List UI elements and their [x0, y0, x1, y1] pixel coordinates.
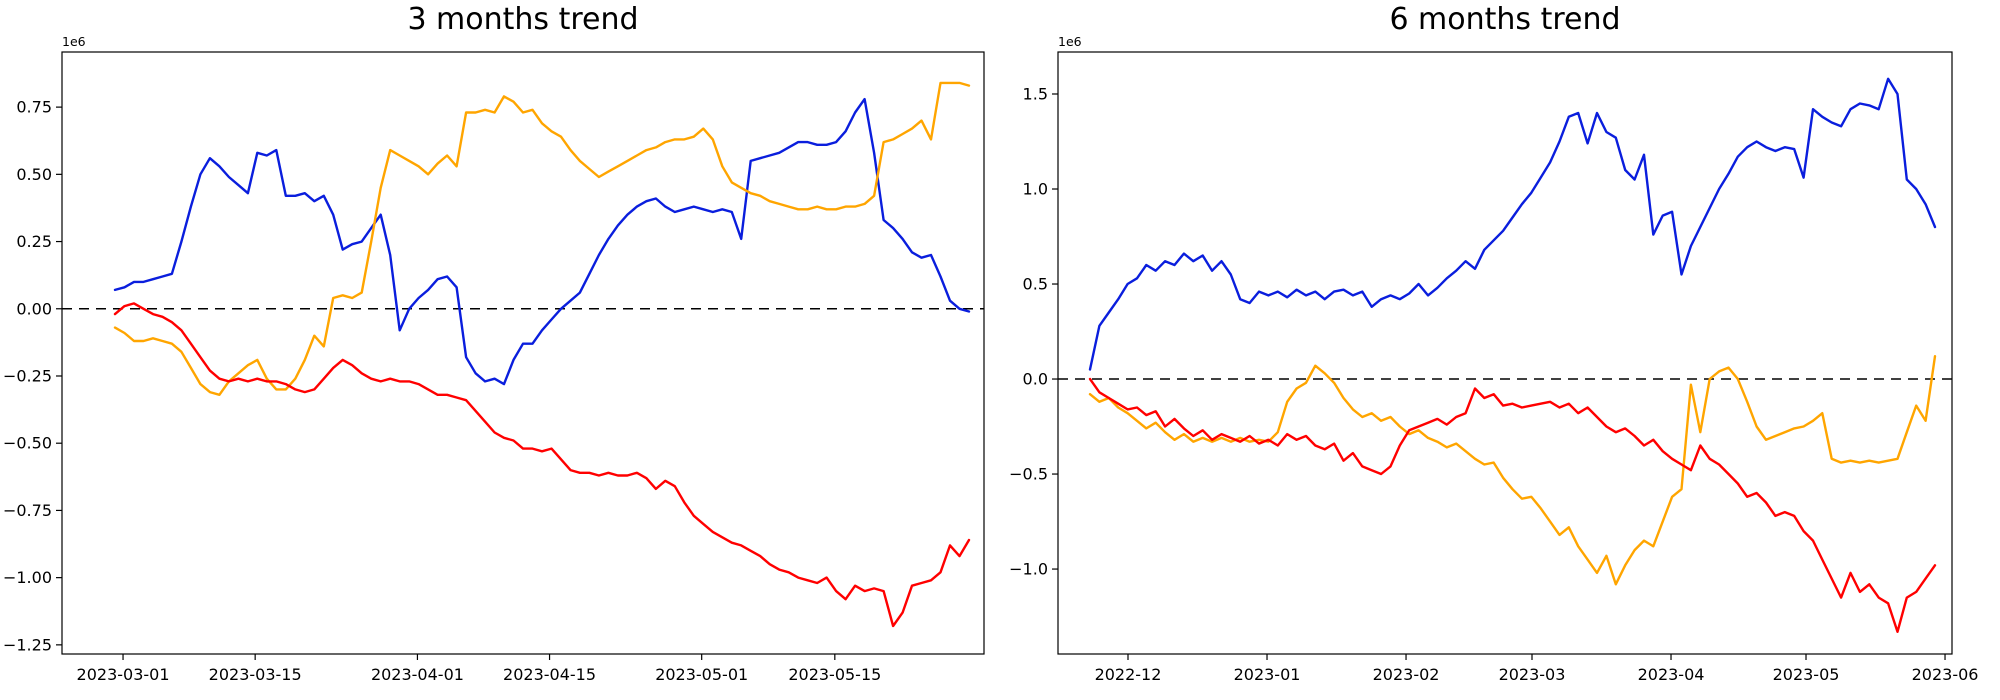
y-tick-label: −1.25	[3, 635, 52, 654]
y-tick-label: −0.50	[3, 434, 52, 453]
y-tick-label: 0.75	[16, 98, 52, 117]
x-tick-label: 2023-05-01	[655, 665, 748, 684]
x-tick-label: 2023-03-01	[77, 665, 170, 684]
x-tick-label: 2023-04-01	[371, 665, 464, 684]
series-line-orange	[1088, 355, 1937, 586]
x-tick-label: 2023-04-15	[503, 665, 596, 684]
series-line-blue	[1088, 77, 1937, 371]
y-tick-label: 0.00	[16, 299, 52, 318]
chart-title-3-months: 3 months trend	[407, 2, 639, 37]
y-tick-label: 0.0	[1023, 370, 1048, 389]
x-tick-label: 2023-05	[1773, 665, 1840, 684]
y-tick-label: 1.0	[1023, 180, 1048, 199]
x-tick-label: 2023-01	[1234, 665, 1301, 684]
y-tick-label: 0.50	[16, 165, 52, 184]
y-tick-label: 0.25	[16, 232, 52, 251]
y-tick-label: −0.5	[1009, 465, 1048, 484]
x-tick-label: 2023-03	[1499, 665, 1566, 684]
y-tick-label: −1.00	[3, 568, 52, 587]
series-line-red	[113, 302, 971, 628]
axis-exponent-label: 1e6	[62, 34, 86, 49]
x-tick-label: 2023-04	[1638, 665, 1705, 684]
y-tick-label: −1.0	[1009, 560, 1048, 579]
x-tick-label: 2022-12	[1095, 665, 1162, 684]
series-line-orange	[113, 81, 971, 396]
x-tick-label: 2023-06	[1912, 665, 1979, 684]
x-tick-label: 2023-03-15	[209, 665, 302, 684]
y-tick-label: 0.5	[1023, 275, 1048, 294]
axis-exponent-label: 1e6	[1058, 34, 1082, 49]
series-line-blue	[113, 97, 971, 386]
y-tick-label: −0.75	[3, 501, 52, 520]
chart-title-6-months: 6 months trend	[1389, 2, 1621, 37]
y-tick-label: −0.25	[3, 366, 52, 385]
plot-border	[61, 51, 985, 655]
y-tick-label: 1.5	[1023, 84, 1048, 103]
x-tick-label: 2023-02	[1373, 665, 1440, 684]
series-line-red	[1088, 377, 1937, 633]
x-tick-label: 2023-05-15	[788, 665, 881, 684]
plot-border	[1057, 51, 1953, 655]
